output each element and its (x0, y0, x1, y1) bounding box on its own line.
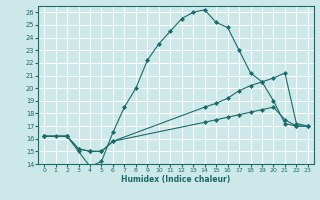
X-axis label: Humidex (Indice chaleur): Humidex (Indice chaleur) (121, 175, 231, 184)
